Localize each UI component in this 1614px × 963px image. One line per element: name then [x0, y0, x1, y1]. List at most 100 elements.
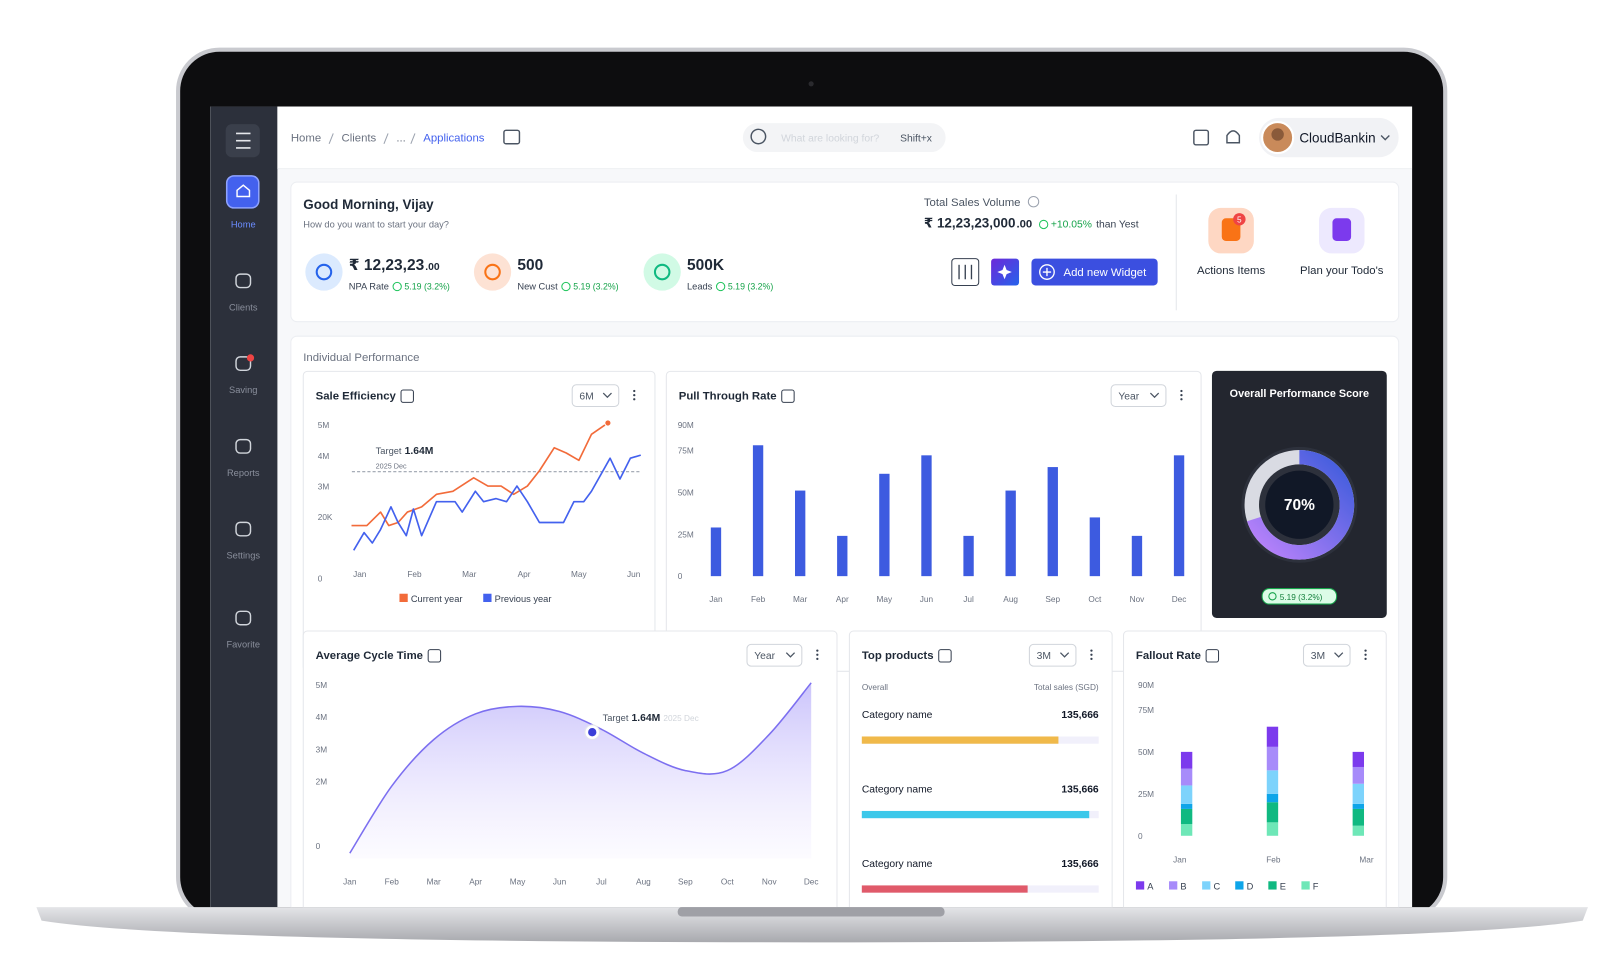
edit-icon[interactable] [427, 649, 442, 663]
legend-label: A [1147, 882, 1154, 892]
nav-icon[interactable] [235, 438, 252, 454]
period-dropdown[interactable] [571, 384, 620, 408]
x-tick-label: Nov [762, 877, 778, 886]
add-widget-label: Add new Widget [1064, 267, 1148, 279]
period-label: Year [1118, 391, 1139, 402]
legend-swatch [1301, 881, 1310, 890]
kpi-icon-mark [315, 263, 333, 281]
nav-icon[interactable] [235, 273, 252, 289]
progress-bar [861, 736, 1059, 744]
more-dot[interactable] [816, 653, 819, 656]
chart-title: Top products [862, 650, 934, 662]
period-label: 6M [579, 391, 593, 402]
folder-icon [503, 129, 521, 145]
breadcrumb[interactable]: Applications [423, 133, 485, 145]
breadcrumb[interactable]: ... [396, 133, 405, 145]
kpi-icon-mark [484, 263, 501, 281]
more-dot[interactable] [816, 657, 819, 661]
edit-icon[interactable] [938, 649, 952, 663]
x-tick-label: Oct [721, 877, 735, 886]
edit-icon[interactable] [781, 389, 795, 403]
nav-label: Clients [229, 302, 258, 312]
x-tick-label: Aug [636, 877, 651, 886]
period-dropdown[interactable] [746, 643, 803, 667]
kpi-label: NPA Rate [349, 282, 389, 292]
greeting-subtitle: How do you want to start your day? [303, 220, 449, 230]
kpi-value: ₹ 12,23,23 [349, 257, 425, 274]
kpi-label: Leads [687, 282, 713, 292]
period-label: 3M [1037, 651, 1051, 662]
bar-segment [1180, 768, 1193, 786]
more-dot[interactable] [633, 398, 636, 401]
nav-active[interactable] [225, 175, 260, 209]
bar-segment [1266, 770, 1279, 794]
bar [879, 473, 890, 577]
y-tick-label: 3M [316, 745, 328, 754]
kpi-icon [473, 253, 512, 291]
y-tick-label: 4M [316, 713, 328, 722]
search-box[interactable] [742, 123, 946, 153]
breadcrumb[interactable]: Clients [342, 133, 377, 145]
bar [1047, 467, 1058, 577]
bar [795, 490, 806, 577]
bell-icon[interactable] [1226, 130, 1241, 144]
legend-label: D [1247, 882, 1254, 892]
more-dot[interactable] [633, 393, 636, 397]
more-dot[interactable] [816, 649, 819, 652]
edit-icon[interactable] [1205, 649, 1220, 663]
y-tick-label: 75M [678, 446, 694, 455]
more-dot[interactable] [1090, 649, 1093, 652]
area-line [349, 682, 812, 854]
chevron [1059, 652, 1070, 658]
nav-icon[interactable] [235, 610, 252, 626]
legend-swatch [1169, 881, 1178, 890]
nav-icon[interactable] [235, 521, 252, 537]
annotation-value: 1.64M [632, 713, 661, 724]
period-dropdown[interactable] [1028, 643, 1077, 667]
action-label: Plan your Todo's [1300, 265, 1384, 277]
more-dot[interactable] [1180, 393, 1183, 397]
y-tick-label: 5M [316, 681, 328, 690]
user-menu[interactable] [1259, 117, 1399, 158]
nav-icon[interactable] [235, 356, 252, 372]
nav-label: Settings [226, 551, 260, 561]
badge [1233, 213, 1246, 226]
legend-label: E [1280, 882, 1286, 892]
more-dot[interactable] [1180, 389, 1183, 393]
plus-icon [1042, 267, 1052, 277]
more-dot[interactable] [1364, 649, 1367, 652]
chart-title: Sale Efficiency [316, 390, 397, 402]
more-dot[interactable] [1364, 653, 1367, 656]
y-tick-label: 50M [678, 488, 694, 497]
edit-icon[interactable] [400, 389, 414, 403]
greeting-title: Good Morning, Vijay [303, 197, 434, 212]
bar-segment [1352, 766, 1365, 784]
calendar-icon[interactable] [1193, 129, 1210, 146]
more-dot[interactable] [1364, 657, 1367, 661]
more-dot[interactable] [633, 389, 636, 393]
change-icon [715, 281, 726, 292]
kpi-icon [643, 253, 681, 291]
breadcrumb[interactable]: Home [291, 133, 321, 145]
chart-title: Pull Through Rate [679, 390, 777, 402]
series-line [352, 454, 642, 551]
more-dot[interactable] [1090, 657, 1093, 661]
notification-dot [246, 354, 255, 362]
sales-decimals: .00 [1016, 219, 1032, 231]
bar [1089, 517, 1101, 577]
more-dot[interactable] [1180, 398, 1183, 401]
add-widget-button[interactable] [1031, 258, 1158, 286]
annotation-date: 2025 Dec [663, 714, 698, 723]
nav-icon [236, 184, 251, 198]
search-shortcut: Shift+x [900, 134, 933, 145]
score-badge [1261, 588, 1338, 605]
period-dropdown[interactable] [1110, 384, 1167, 408]
chart-card [665, 370, 1202, 672]
more-dot[interactable] [1090, 653, 1093, 656]
x-tick-label: Jan [1173, 856, 1187, 865]
bar [752, 445, 764, 577]
x-tick-label: Oct [1088, 595, 1102, 604]
x-tick-label: Jan [709, 595, 723, 604]
x-tick-label: Dec [1172, 595, 1187, 604]
period-dropdown[interactable] [1302, 643, 1351, 667]
